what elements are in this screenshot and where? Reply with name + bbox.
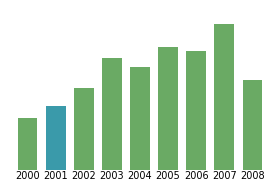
Bar bbox=[46, 106, 66, 170]
Bar bbox=[186, 51, 206, 170]
Bar bbox=[130, 67, 150, 170]
Bar bbox=[74, 88, 94, 170]
Bar bbox=[102, 58, 122, 170]
Bar bbox=[242, 80, 262, 170]
Bar bbox=[158, 47, 178, 170]
Bar bbox=[214, 24, 234, 170]
Bar bbox=[18, 118, 38, 170]
